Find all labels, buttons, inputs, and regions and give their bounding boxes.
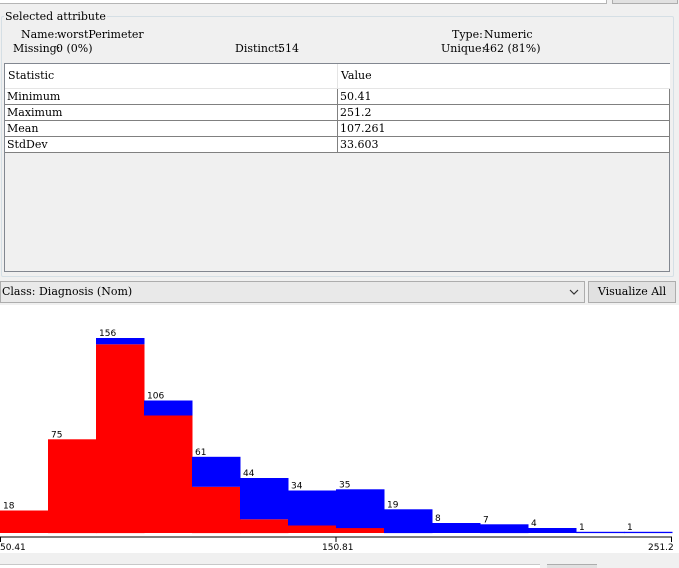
histogram-bar-series-1 [240, 478, 289, 520]
cell-statistic: Mean [5, 121, 338, 137]
bin-count-label: 19 [387, 500, 399, 510]
cell-statistic: Minimum [5, 89, 338, 105]
selected-attribute-title: Selected attribute [4, 10, 107, 23]
selected-attribute-panel [1, 16, 674, 277]
bin-count-label: 1 [579, 523, 585, 533]
histogram-bar-series-1 [432, 523, 481, 533]
histogram-bar-series-1 [144, 400, 193, 416]
bin-count-label: 156 [99, 329, 116, 339]
top-field[interactable] [0, 0, 607, 4]
cell-value: 107.261 [338, 121, 670, 137]
bin-count-label: 44 [243, 469, 255, 479]
table-row[interactable]: Maximum 251.2 [5, 105, 670, 121]
histogram-bar-series-1 [576, 531, 625, 534]
column-header-value[interactable]: Value [341, 69, 372, 82]
statistics-table: Statistic Value Minimum 50.41 Maximum 25… [4, 63, 670, 272]
histogram-bar-series-1 [288, 490, 337, 526]
bin-count-label: 18 [3, 502, 15, 512]
bin-count-label: 1 [627, 523, 633, 533]
bin-count-label: 106 [147, 392, 164, 402]
cell-value: 33.603 [338, 137, 670, 153]
bottom-field [0, 564, 540, 568]
type-value: Numeric [484, 28, 533, 41]
class-select-value: Class: Diagnosis (Nom) [2, 285, 133, 298]
cell-value: 251.2 [338, 105, 670, 121]
cell-statistic: StdDev [5, 137, 338, 153]
bin-count-label: 35 [339, 480, 350, 490]
bin-count-label: 4 [531, 519, 537, 529]
histogram-bar-series-0 [336, 528, 385, 533]
histogram-bar-series-0 [192, 486, 241, 534]
table-header: Statistic Value [5, 64, 670, 89]
top-button[interactable] [612, 0, 678, 4]
x-tick-max: 251.2 [648, 543, 674, 553]
name-value: worstPerimeter [57, 28, 144, 41]
top-toolbar [0, 0, 679, 4]
class-select[interactable]: Class: Diagnosis (Nom) [0, 281, 585, 303]
column-header-statistic[interactable]: Statistic [5, 64, 338, 88]
histogram-bar-series-0 [288, 525, 337, 533]
unique-value: 462 (81%) [483, 42, 541, 55]
cell-statistic: Maximum [5, 105, 338, 121]
bottom-bar [0, 553, 679, 568]
histogram: 18 75 156 106 61 44 34 35 19 8 7 4 1 1 50.41 150.81 2… [0, 305, 679, 553]
histogram-bar-series-0 [0, 510, 49, 533]
distinct-value: 514 [278, 42, 299, 55]
cell-value: 50.41 [338, 89, 670, 105]
histogram-bar-series-1 [192, 456, 241, 487]
x-tick-min: 50.41 [0, 543, 26, 553]
histogram-bar-series-0 [48, 439, 97, 534]
x-tick-mid: 150.81 [322, 543, 354, 553]
bin-count-label: 7 [483, 515, 489, 525]
histogram-bar-series-1 [624, 531, 673, 534]
histogram-bar-series-1 [480, 524, 529, 534]
missing-value: 0 (0%) [56, 42, 93, 55]
chevron-down-icon [569, 289, 579, 295]
histogram-bar-series-0 [240, 519, 289, 534]
table-row[interactable]: Mean 107.261 [5, 121, 670, 137]
bin-count-label: 61 [195, 448, 206, 458]
histogram-bar-series-0 [96, 344, 145, 534]
bin-count-label: 34 [291, 482, 303, 492]
histogram-bar-series-1 [384, 509, 433, 534]
bin-count-label: 75 [51, 430, 62, 440]
histogram-bar-series-0 [144, 415, 193, 533]
table-row[interactable]: StdDev 33.603 [5, 137, 670, 153]
bin-count-label: 8 [435, 514, 441, 524]
unique-label: Unique: [441, 42, 486, 55]
histogram-bar-series-1 [528, 528, 577, 533]
class-bar: Class: Diagnosis (Nom) Visualize All [0, 281, 679, 303]
name-label: Name: [21, 28, 58, 41]
table-row[interactable]: Minimum 50.41 [5, 89, 670, 105]
histogram-bar-series-1 [96, 338, 145, 345]
bottom-button[interactable] [547, 564, 597, 568]
histogram-chart: 18 75 156 106 61 44 34 35 19 8 7 4 1 1 [0, 329, 673, 542]
visualize-all-button[interactable]: Visualize All [588, 281, 676, 303]
histogram-bar-series-1 [336, 489, 385, 529]
distinct-label: Distinct: [235, 42, 283, 55]
missing-label: Missing: [13, 42, 61, 55]
type-label: Type: [452, 28, 483, 41]
